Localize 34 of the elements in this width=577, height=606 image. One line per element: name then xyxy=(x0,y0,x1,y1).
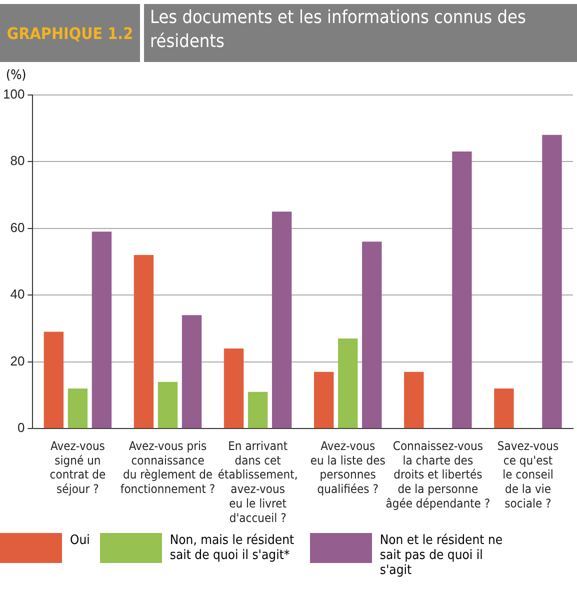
legend-label: Non et le résident ne sait pas de quoi il s'agit xyxy=(380,533,504,578)
bar xyxy=(494,388,514,428)
chart-subtitle: GRAPHIQUE 1.2 xyxy=(0,4,140,62)
bar xyxy=(44,332,64,428)
y-tick-label: 60 xyxy=(10,220,25,235)
bar xyxy=(362,242,382,428)
legend-label: Oui xyxy=(70,533,90,548)
bar xyxy=(272,212,292,428)
y-axis-title: (%) xyxy=(6,68,28,84)
bar xyxy=(68,388,88,428)
bar xyxy=(224,348,244,428)
bar xyxy=(158,382,178,428)
legend-label: Non, mais le résident sait de quoi il s'agit* xyxy=(170,533,296,563)
bar xyxy=(338,338,358,428)
y-tick-label: 0 xyxy=(17,420,25,436)
x-tick-label: Avez-vous eu la liste des personnes qualifiées ? xyxy=(310,438,386,496)
x-tick-label: Avez-vous signé un contrat de séjour ? xyxy=(50,438,106,496)
x-tick-label: Connaissez-vous la charte des droits et libertés de la personne âgée dépendante ? xyxy=(386,438,490,511)
y-tick-label: 80 xyxy=(10,153,25,168)
x-tick-label: Savez-vous ce qu'est le conseil de la vie sociale ? xyxy=(497,438,559,511)
bar xyxy=(92,232,112,428)
bar xyxy=(248,392,268,428)
chart-title: Les documents et les informations connus des résidents xyxy=(144,4,577,62)
bar xyxy=(134,255,154,428)
bar xyxy=(542,134,562,428)
y-tick-label: 20 xyxy=(10,353,25,368)
bar xyxy=(404,372,424,428)
bar xyxy=(314,372,334,428)
x-tick-label: Avez-vous pris connaissance du règlement de fonctionnement ? xyxy=(120,438,216,496)
y-tick-label: 100 xyxy=(2,86,25,102)
bar xyxy=(182,315,202,428)
bar xyxy=(452,152,472,428)
x-tick-label: En arrivant dans cet établissement, avez-vous eu le livret d'accueil ? xyxy=(218,438,298,525)
y-tick-label: 40 xyxy=(10,286,25,302)
